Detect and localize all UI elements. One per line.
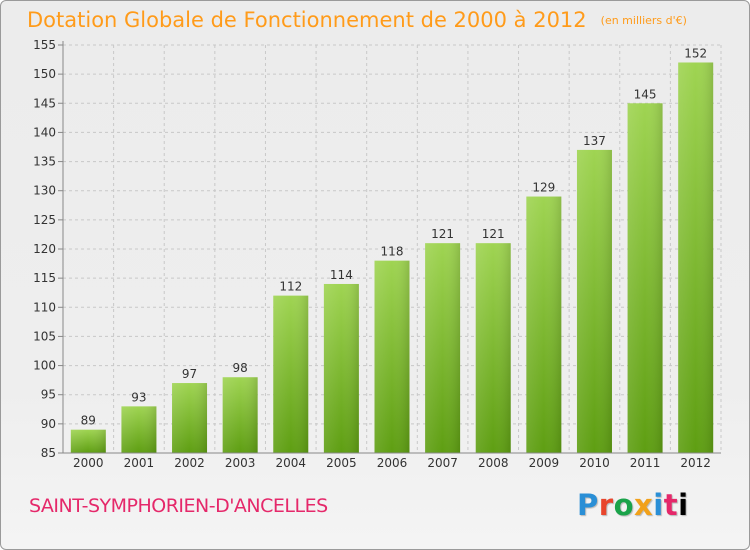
logo-letter: i (653, 488, 664, 522)
logo-letter: x (634, 488, 654, 522)
chart-title-text: Dotation Globale de Fonctionnement de 20… (27, 8, 587, 32)
bar-value-label: 121 (482, 227, 505, 241)
y-tick-label: 135 (33, 155, 56, 169)
y-tick-label: 95 (41, 388, 56, 402)
y-tick-label: 130 (33, 184, 56, 198)
bar-shade (323, 283, 359, 453)
x-tick-label: 2000 (73, 456, 104, 470)
bar-shade (273, 295, 309, 453)
y-tick-label: 120 (33, 242, 56, 256)
x-tick-label: 2009 (529, 456, 560, 470)
y-tick-label: 145 (33, 96, 56, 110)
chart-unit: (en milliers d'€) (600, 14, 687, 27)
x-tick-label: 2006 (377, 456, 408, 470)
x-tick-label: 2007 (427, 456, 458, 470)
bar-shade (121, 406, 157, 453)
bar-layer: 89 93 97 98 112 114 118 121 121 129 137 145 152 (70, 46, 714, 454)
x-tick-label: 2010 (579, 456, 610, 470)
bar-value-label: 112 (279, 280, 302, 294)
y-tick-label: 140 (33, 125, 56, 139)
bar-value-label: 97 (182, 367, 197, 381)
bar-shade (172, 383, 208, 453)
y-tick-label: 85 (41, 446, 56, 460)
bar-shade (70, 429, 106, 453)
bar-shade (475, 243, 511, 453)
bar-shade (526, 196, 562, 454)
bar-value-label: 152 (684, 46, 707, 60)
x-tick-label: 2005 (326, 456, 357, 470)
bar-value-label: 89 (81, 414, 96, 428)
bar-value-label: 114 (330, 268, 353, 282)
bar-value-label: 121 (431, 227, 454, 241)
y-tick-label: 125 (33, 213, 56, 227)
logo-letter: t (663, 488, 679, 522)
logo-letter: P (577, 488, 599, 522)
y-tick-label: 155 (33, 38, 56, 52)
bar-shade (627, 103, 663, 454)
bar-shade (374, 260, 410, 453)
bar-shade (222, 377, 258, 453)
bar-value-label: 93 (131, 390, 146, 404)
proxiti-logo: Proxiti (577, 488, 689, 522)
commune-name: SAINT-SYMPHORIEN-D'ANCELLES (29, 495, 328, 517)
bar-shade (425, 243, 461, 453)
axis-layer: 85 90 95 100 105 110 115 120 125 130 135 140 145 150 1… (33, 38, 721, 470)
x-tick-label: 2001 (124, 456, 155, 470)
x-tick-label: 2012 (680, 456, 711, 470)
logo-letter: o (613, 488, 635, 522)
y-tick-label: 150 (33, 67, 56, 81)
y-tick-label: 105 (33, 329, 56, 343)
chart-title: Dotation Globale de Fonctionnement de 20… (27, 8, 687, 32)
bar-value-label: 118 (381, 245, 404, 259)
logo-letter: r (598, 488, 614, 522)
x-tick-label: 2003 (225, 456, 256, 470)
y-tick-label: 115 (33, 271, 56, 285)
bar-value-label: 137 (583, 134, 606, 148)
bar-shade (576, 149, 612, 453)
x-tick-label: 2002 (174, 456, 205, 470)
bar-shade (678, 62, 714, 453)
logo-letter: i (678, 488, 689, 522)
y-tick-label: 90 (41, 417, 56, 431)
x-tick-label: 2008 (478, 456, 509, 470)
y-tick-label: 110 (33, 300, 56, 314)
bar-value-label: 129 (532, 181, 555, 195)
x-tick-label: 2004 (275, 456, 306, 470)
y-tick-label: 100 (33, 359, 56, 373)
bar-value-label: 145 (634, 87, 657, 101)
bar-value-label: 98 (233, 361, 248, 375)
x-tick-label: 2011 (630, 456, 661, 470)
